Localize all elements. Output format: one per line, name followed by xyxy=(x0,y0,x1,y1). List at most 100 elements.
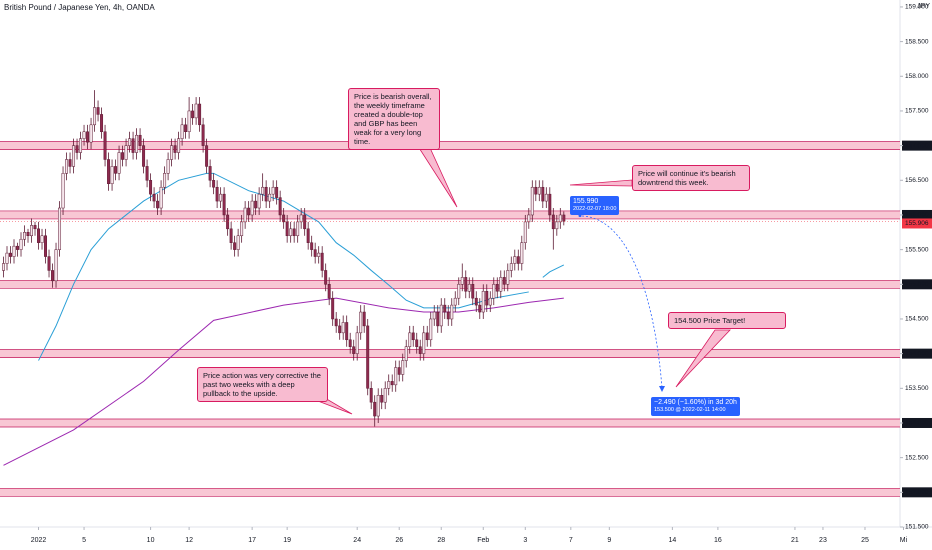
candle-body xyxy=(296,221,300,237)
candle-body xyxy=(457,284,461,299)
candle-body xyxy=(341,322,345,334)
candle-body xyxy=(320,252,324,271)
level-tag xyxy=(902,348,932,359)
candle-body xyxy=(51,270,55,282)
candle-body xyxy=(282,214,286,223)
candle-body xyxy=(425,332,429,341)
candle-body xyxy=(236,235,240,250)
candle-body xyxy=(12,245,16,257)
candle-body xyxy=(152,193,156,202)
candle-body xyxy=(233,242,237,250)
candle-body xyxy=(198,103,202,126)
candle-body xyxy=(86,131,90,143)
candle-body xyxy=(429,318,433,341)
annotation: Price will continue it's bearish downtre… xyxy=(632,165,750,191)
price-axis-bg xyxy=(900,0,932,550)
y-tick-label: 155.000 xyxy=(905,281,929,288)
candle-body xyxy=(194,103,198,119)
candle-body xyxy=(397,367,401,375)
candle-body xyxy=(383,388,387,403)
candle-body xyxy=(394,367,398,386)
candle-body xyxy=(562,214,566,222)
y-tick-label: 156.000 xyxy=(905,212,929,219)
x-tick-label: 23 xyxy=(819,537,827,544)
x-tick-label: Mi xyxy=(900,537,908,544)
start-time: 2022-02-07 18:00 xyxy=(573,206,617,212)
candle-body xyxy=(534,186,538,195)
candle-body xyxy=(439,304,443,327)
candle-body xyxy=(474,297,478,306)
y-tick-label: 154.500 xyxy=(905,316,929,323)
y-tick-label: 155.500 xyxy=(905,246,929,253)
candle-body xyxy=(110,166,114,185)
candle-body xyxy=(345,322,349,341)
candle-body xyxy=(275,186,279,198)
candle-body xyxy=(26,232,30,237)
candle-body xyxy=(222,193,226,216)
x-tick-label: 7 xyxy=(569,537,573,544)
candle-body xyxy=(513,256,517,264)
candle-body xyxy=(306,228,310,243)
x-tick-label: 14 xyxy=(668,537,676,544)
candle-body xyxy=(89,124,93,143)
start-tag: 155.990 2022-02-07 18:00 xyxy=(570,196,620,215)
candle-body xyxy=(450,304,454,320)
y-tick-label: 157.000 xyxy=(905,142,929,149)
candle-body xyxy=(75,145,79,153)
candle-body xyxy=(464,277,468,292)
candle-body xyxy=(180,124,184,139)
candle-body xyxy=(219,193,223,202)
candle-body xyxy=(520,242,524,264)
candle-body xyxy=(268,193,272,202)
candle-body xyxy=(37,228,40,243)
candle-body xyxy=(19,238,23,250)
level-band xyxy=(0,141,900,150)
y-tick-label: 151.500 xyxy=(905,524,929,531)
candle-body xyxy=(422,332,426,354)
candle-body xyxy=(96,107,100,115)
candle-body xyxy=(334,318,338,327)
candle-body xyxy=(145,166,149,181)
level-band xyxy=(0,210,900,219)
candle-body xyxy=(289,228,293,237)
candle-body xyxy=(544,193,548,202)
candle-body xyxy=(527,214,531,223)
candle-body xyxy=(2,263,5,271)
projection-change: −2.490 (−1.60%) in 3d 20h xyxy=(654,399,737,406)
y-tick-label: 154.000 xyxy=(905,350,929,357)
candle-body xyxy=(380,395,384,403)
candle-body xyxy=(240,221,244,237)
level-band xyxy=(0,488,900,497)
candle-body xyxy=(138,134,142,146)
candle-body xyxy=(555,221,559,230)
candle-body xyxy=(495,284,499,292)
y-tick-label: 157.500 xyxy=(905,108,929,115)
x-tick-label: 24 xyxy=(353,537,361,544)
candle-body xyxy=(317,252,321,257)
x-tick-label: 26 xyxy=(395,537,403,544)
y-tick-label: 153.000 xyxy=(905,420,929,427)
candle-body xyxy=(23,232,26,240)
candle-body xyxy=(107,159,111,185)
candle-body xyxy=(243,207,247,223)
candle-body xyxy=(100,114,104,132)
candle-body xyxy=(485,290,489,306)
candle-body xyxy=(159,186,163,209)
candle-body xyxy=(40,235,44,243)
level-band xyxy=(0,418,900,427)
candle-body xyxy=(355,332,359,354)
candle-body xyxy=(548,193,552,216)
candle-body xyxy=(292,228,296,237)
level-tag xyxy=(902,209,932,220)
candle-body xyxy=(481,290,485,313)
pointer xyxy=(675,329,731,388)
candle-body xyxy=(502,277,506,285)
candle-body xyxy=(460,277,464,285)
x-tick-label: 10 xyxy=(147,537,155,544)
candle-body xyxy=(121,152,125,160)
candle-body xyxy=(124,145,128,160)
y-tick-label: 153.500 xyxy=(905,385,929,392)
x-tick-label: 9 xyxy=(607,537,611,544)
candle-body xyxy=(166,159,170,174)
